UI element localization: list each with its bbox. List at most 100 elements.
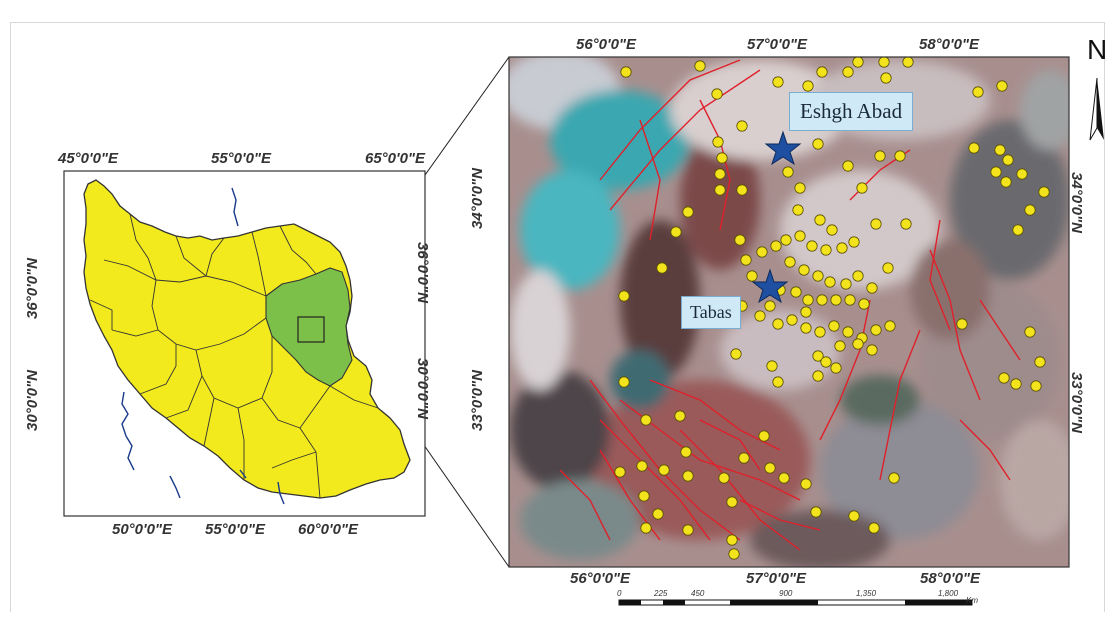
sample-point: [618, 376, 630, 388]
sample-point: [812, 370, 824, 382]
sample-point: [866, 282, 878, 294]
sample-point: [1038, 186, 1050, 198]
sample-point: [780, 234, 792, 246]
scale-tick-0: 0: [617, 589, 622, 598]
sample-point: [782, 166, 794, 178]
sample-point: [880, 72, 892, 84]
sample-point: [844, 294, 856, 306]
sample-point: [640, 522, 652, 534]
main-lat-right-1: 33°0'0"N: [1067, 372, 1085, 433]
inset-lon-top-1: 55°0'0"E: [211, 150, 272, 167]
sample-point: [812, 350, 824, 362]
sample-point: [800, 306, 812, 318]
sample-point: [1034, 356, 1046, 368]
sample-point: [792, 204, 804, 216]
sample-point: [800, 322, 812, 334]
sample-point: [836, 242, 848, 254]
sample-point: [900, 218, 912, 230]
sample-point: [714, 184, 726, 196]
sample-point: [830, 294, 842, 306]
study-area-box: [297, 316, 325, 343]
sample-point: [868, 522, 880, 534]
inset-map: [63, 170, 426, 517]
main-lat-right-0: 34°0'0"N: [1067, 172, 1085, 233]
sample-point: [730, 348, 742, 360]
main-lat-left-1: 33°0'0"N: [468, 370, 486, 431]
sample-point: [870, 324, 882, 336]
sample-point: [682, 206, 694, 218]
eshgh-abad-label: Eshgh Abad: [789, 92, 914, 131]
sample-point: [820, 356, 832, 368]
frame-top-line: [10, 22, 1105, 23]
sample-point: [802, 80, 814, 92]
sample-point: [764, 462, 776, 474]
sample-point: [998, 372, 1010, 384]
sample-point: [728, 548, 740, 560]
scale-tick-5: 1,800: [938, 589, 959, 598]
sample-point: [740, 254, 752, 266]
sample-point: [772, 376, 784, 388]
sample-point: [802, 294, 814, 306]
sample-point: [848, 236, 860, 248]
sample-point: [1010, 378, 1022, 390]
sample-point: [656, 262, 668, 274]
sample-point: [784, 256, 796, 268]
sample-point: [1002, 154, 1014, 166]
sample-point: [826, 224, 838, 236]
sample-point: [842, 66, 854, 78]
sample-point: [734, 234, 746, 246]
sample-point: [758, 430, 770, 442]
sample-point: [754, 310, 766, 322]
sample-point: [772, 318, 784, 330]
sample-point: [640, 414, 652, 426]
frame-left-line: [10, 22, 11, 612]
sample-point: [852, 57, 864, 68]
sample-point: [674, 410, 686, 422]
scale-tick-4: 1,350: [856, 589, 877, 598]
sample-point: [718, 472, 730, 484]
sample-point: [972, 86, 984, 98]
sample-point: [1030, 380, 1042, 392]
sample-point: [1016, 168, 1028, 180]
sample-point: [726, 534, 738, 546]
frame-right-line: [1104, 22, 1105, 612]
inset-lon-top-0: 45°0'0"E: [58, 150, 119, 167]
main-lon-top-0: 56°0'0"E: [576, 36, 637, 53]
sample-point: [711, 88, 723, 100]
sample-point: [1024, 204, 1036, 216]
inset-lat-right-0: 36°0'0"N: [413, 242, 431, 303]
sample-point: [1024, 326, 1036, 338]
sample-point: [736, 184, 748, 196]
sample-point: [848, 510, 860, 522]
sample-point: [694, 60, 706, 72]
sample-point: [830, 362, 842, 374]
sample-point: [682, 524, 694, 536]
sample-point: [990, 166, 1002, 178]
inset-lon-bottom-0: 50°0'0"E: [112, 521, 173, 538]
sample-point: [1012, 224, 1024, 236]
scale-bar: [618, 599, 973, 606]
sample-point: [902, 57, 914, 68]
sample-point: [772, 76, 784, 88]
coastline-rivers: [121, 187, 285, 505]
scale-tick-2: 450: [691, 589, 705, 598]
sample-point: [852, 270, 864, 282]
north-label: N: [1087, 34, 1108, 65]
sample-point: [814, 214, 826, 226]
sample-point: [638, 490, 650, 502]
main-lat-left-0: 34°0'0"N: [468, 168, 486, 229]
sample-point: [798, 264, 810, 276]
sample-point: [888, 472, 900, 484]
north-arrow-icon: [1089, 77, 1104, 141]
sample-point: [794, 230, 806, 242]
main-lon-bottom-2: 58°0'0"E: [920, 570, 981, 587]
sample-point: [834, 340, 846, 352]
sample-points: [614, 57, 1050, 560]
sample-point: [778, 472, 790, 484]
sample-point: [842, 160, 854, 172]
sample-point: [614, 466, 626, 478]
sample-point: [842, 326, 854, 338]
sample-point: [712, 136, 724, 148]
sample-point: [794, 182, 806, 194]
